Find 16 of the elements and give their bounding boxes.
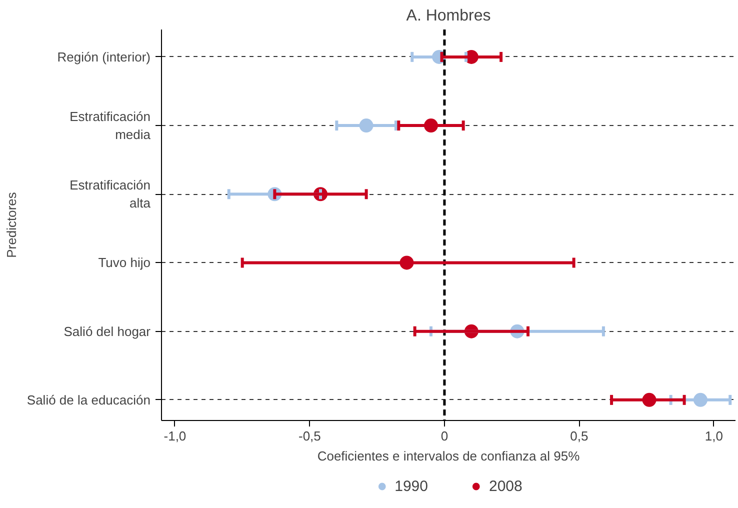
- legend-label: 1990: [394, 478, 428, 494]
- x-tick-label: -0,5: [298, 428, 321, 444]
- chart-title: A. Hombres: [406, 8, 491, 24]
- y-tick-label: Región (interior): [57, 49, 150, 64]
- y-tick-label: Estratificación alta: [70, 178, 152, 211]
- y-tick-label: Salió del hogar: [64, 324, 152, 339]
- x-tick-label: -1,0: [164, 428, 186, 444]
- y-tick-label: Salió de la educación: [26, 392, 151, 408]
- x-tick-label: 1,0: [704, 428, 723, 444]
- x-axis-title: Coeficientes e intervalos de confianza al 95%: [317, 448, 580, 464]
- x-tick-label: 0,5: [570, 428, 588, 444]
- y-tick-label: Tuvo hijo: [98, 255, 151, 270]
- y-tick-label: Estratificación media: [70, 109, 152, 142]
- y-axis-title: Predictores: [4, 192, 19, 258]
- x-tick-label: 0: [440, 428, 448, 444]
- legend-label: 2008: [489, 478, 522, 494]
